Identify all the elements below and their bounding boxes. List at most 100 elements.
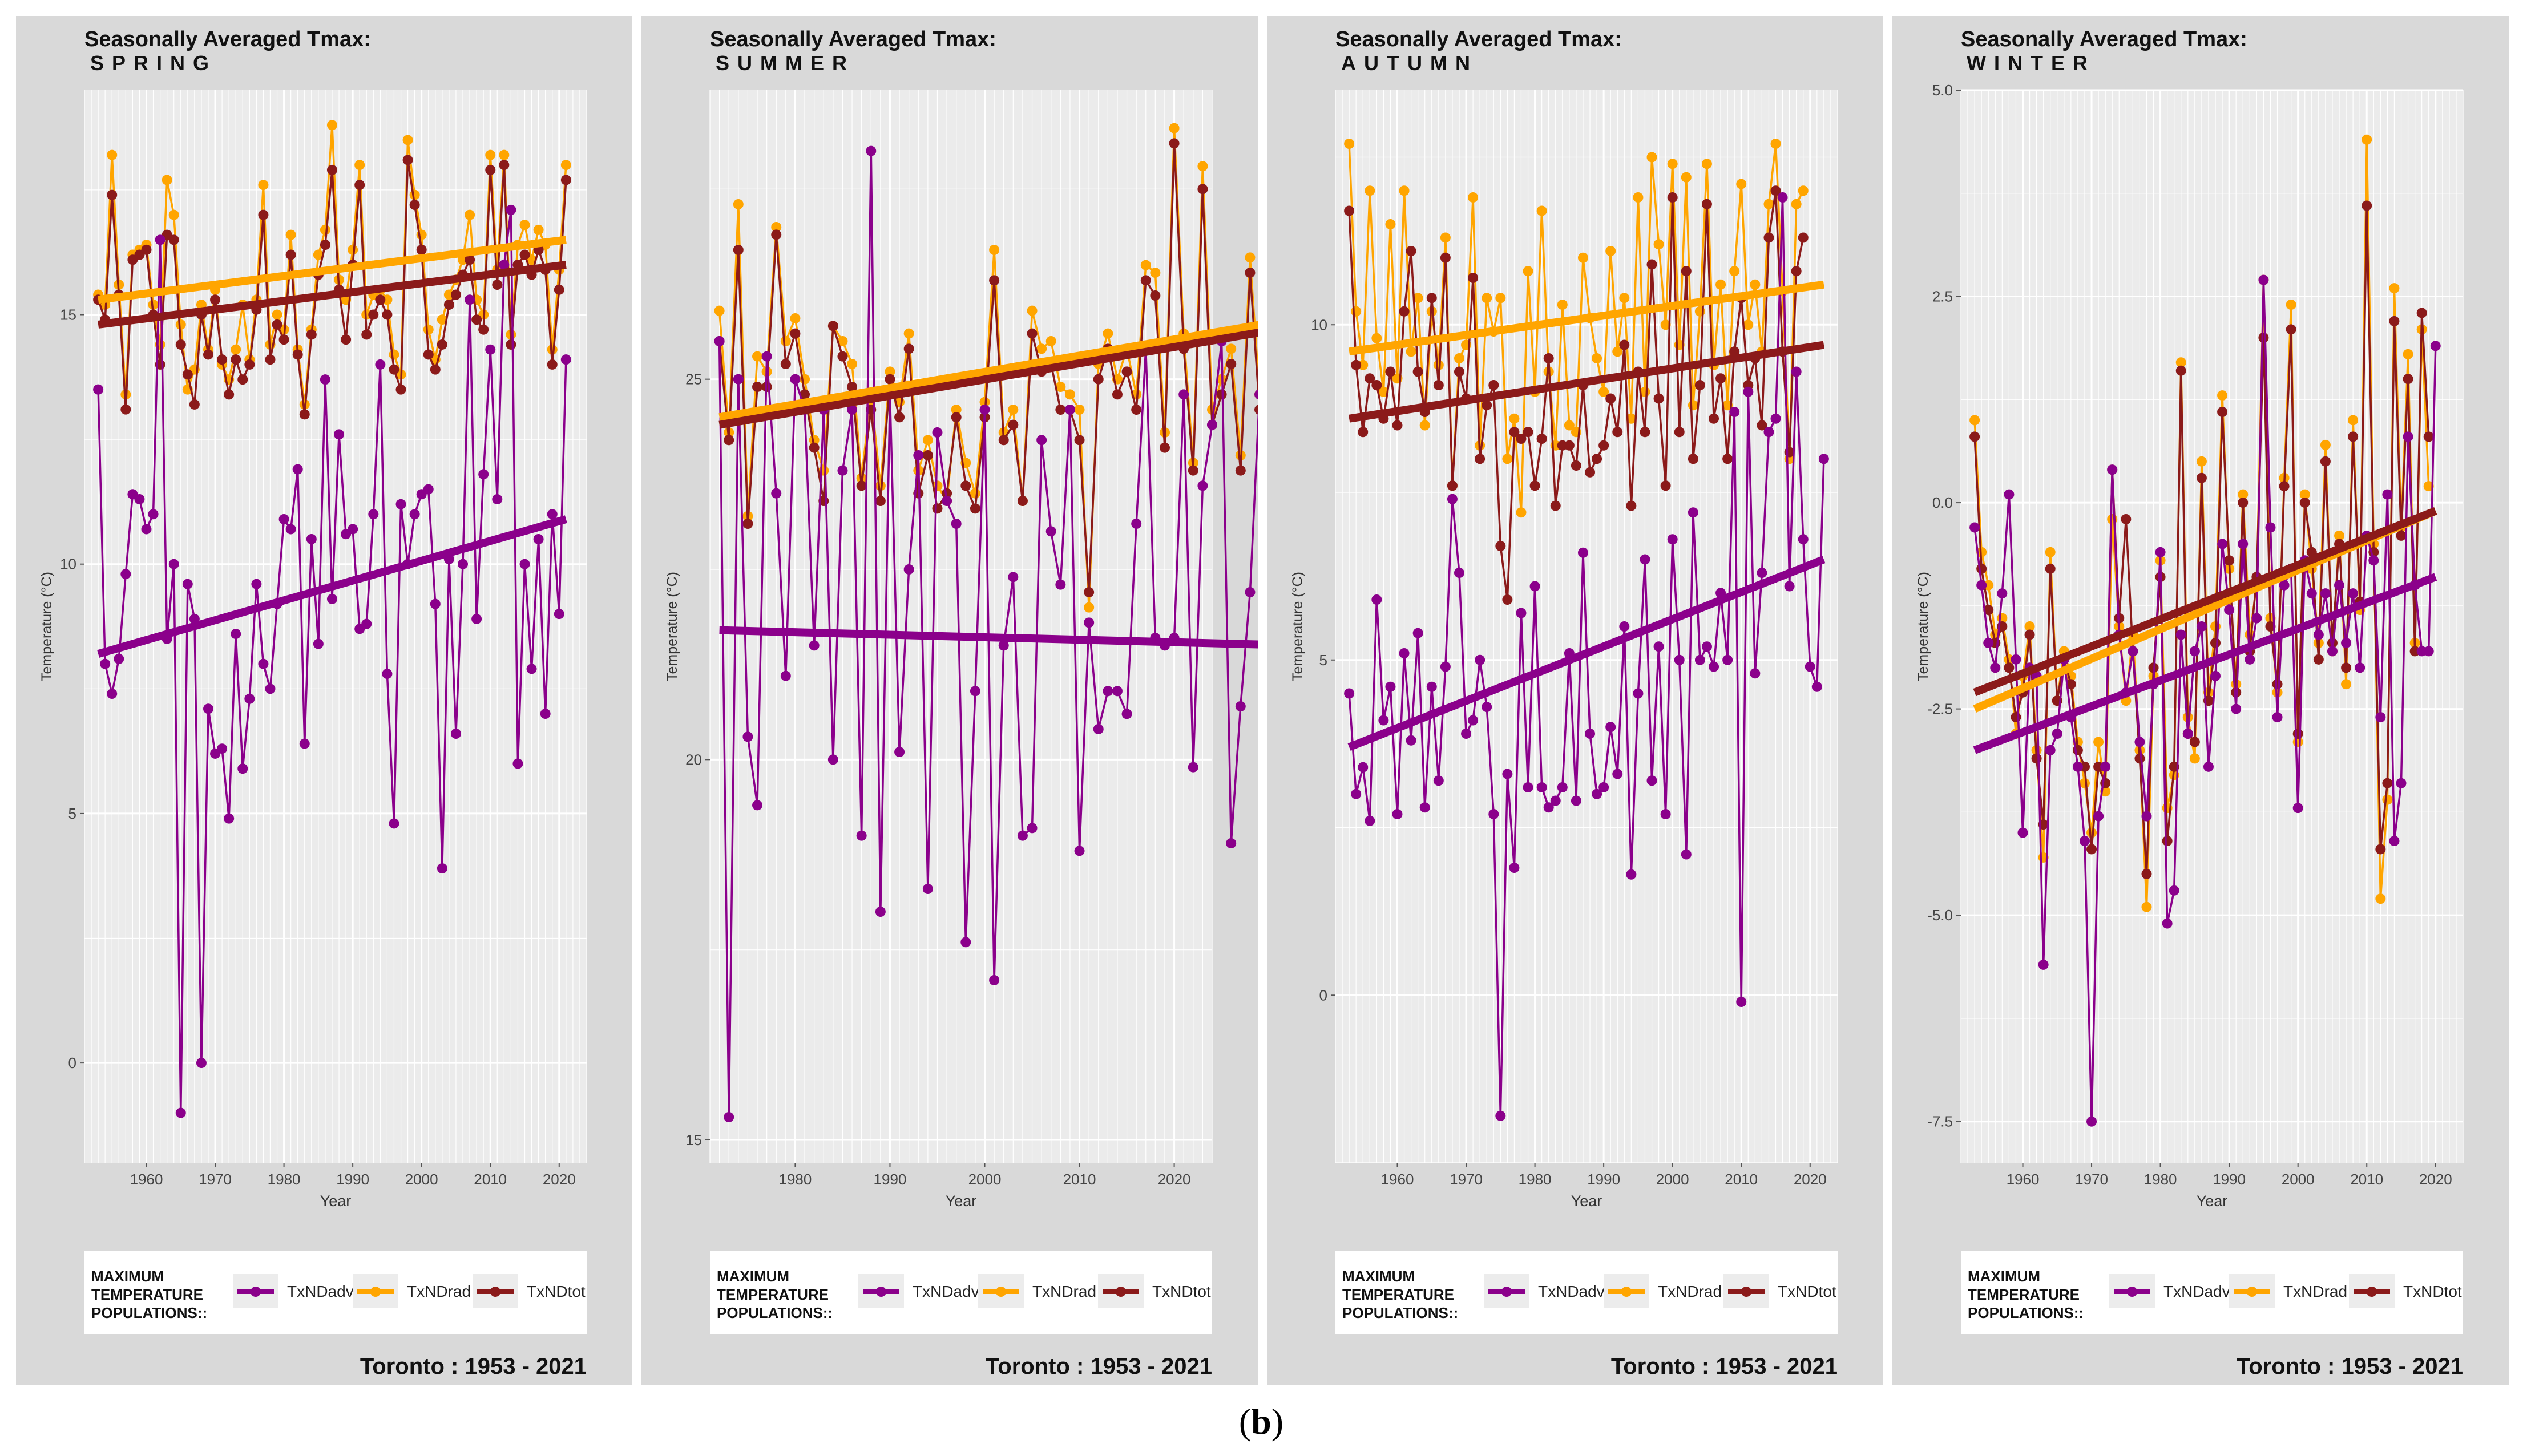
legend-title-line: POPULATIONS:: bbox=[1968, 1304, 2084, 1321]
y-axis-label: Temperature (°C) bbox=[1915, 572, 1931, 681]
legend-key bbox=[233, 1274, 278, 1308]
data-point-txndadv bbox=[1818, 454, 1829, 464]
data-point-txndtot bbox=[2272, 679, 2283, 690]
data-point-txndrad bbox=[2093, 737, 2104, 747]
data-point-txndadv bbox=[1770, 413, 1781, 424]
data-point-txndadv bbox=[1226, 838, 1237, 848]
data-point-txndrad bbox=[107, 149, 118, 160]
data-point-txndadv bbox=[1197, 480, 1208, 491]
data-point-txndadv bbox=[866, 145, 877, 156]
data-point-txndadv bbox=[1743, 386, 1754, 397]
data-point-txndrad bbox=[1495, 293, 1506, 304]
data-point-txndtot bbox=[1509, 427, 1520, 438]
data-point-txndtot bbox=[894, 412, 905, 423]
data-point-txndtot bbox=[2258, 332, 2269, 343]
data-point-txndrad bbox=[1344, 139, 1355, 149]
data-point-txndadv bbox=[224, 813, 235, 824]
data-point-txndrad bbox=[1577, 252, 1588, 263]
data-point-txndadv bbox=[2355, 662, 2365, 673]
data-point-txndadv bbox=[1027, 823, 1038, 834]
data-point-txndtot bbox=[2292, 729, 2303, 739]
data-point-txndtot bbox=[1245, 268, 1256, 278]
x-tick-label: 2020 bbox=[1158, 1171, 1191, 1188]
data-point-txndrad bbox=[423, 324, 434, 335]
data-point-txndtot bbox=[2210, 637, 2221, 648]
data-point-txndadv bbox=[244, 693, 255, 704]
data-point-txndadv bbox=[313, 638, 324, 649]
data-point-txndrad bbox=[485, 149, 496, 160]
legend-key bbox=[2349, 1274, 2395, 1308]
data-point-txndadv bbox=[1254, 389, 1258, 399]
x-tick-label: 1970 bbox=[2075, 1171, 2108, 1188]
data-point-txndrad bbox=[162, 175, 172, 185]
data-point-txndtot bbox=[1969, 431, 1980, 442]
data-point-txndtot bbox=[1543, 353, 1554, 363]
data-point-txndadv bbox=[182, 579, 193, 589]
data-point-txndtot bbox=[960, 480, 971, 491]
data-point-txndtot bbox=[951, 412, 962, 423]
data-point-txndadv bbox=[1188, 762, 1198, 773]
data-point-txndrad bbox=[320, 224, 330, 235]
data-point-txndrad bbox=[1036, 343, 1047, 354]
data-point-txndtot bbox=[547, 359, 558, 370]
trend-line-txndadv bbox=[1973, 573, 2437, 754]
data-point-txndadv bbox=[1365, 815, 1375, 826]
data-point-txndrad bbox=[733, 199, 744, 209]
data-point-txndtot bbox=[780, 359, 791, 369]
data-point-txndrad bbox=[1798, 185, 1809, 196]
data-point-txndadv bbox=[1592, 788, 1602, 799]
legend-label: TxNDadv bbox=[287, 1283, 354, 1300]
data-point-txndtot bbox=[341, 334, 352, 345]
data-point-txndtot bbox=[1701, 199, 1712, 209]
data-point-txndadv bbox=[1969, 522, 1980, 533]
data-point-txndadv bbox=[533, 533, 544, 544]
data-point-txndtot bbox=[1564, 440, 1575, 451]
data-point-txndadv bbox=[450, 729, 461, 739]
data-point-txndrad bbox=[780, 336, 791, 346]
series-line-txndadv bbox=[1348, 196, 1825, 1117]
data-point-txndadv bbox=[1103, 686, 1113, 697]
x-tick-label: 1970 bbox=[199, 1171, 232, 1188]
data-point-txndadv bbox=[348, 524, 358, 535]
data-point-txndrad bbox=[499, 149, 510, 160]
chart-winter: -7.5 -5.0 -2.5 0.0 2.5 5.0 1960 1970 1980 1990 200… bbox=[1915, 82, 2464, 1210]
data-point-txndrad bbox=[1681, 172, 1692, 183]
chart-title: Seasonally Averaged Tmax: bbox=[84, 27, 371, 51]
data-point-txndtot bbox=[292, 349, 303, 360]
data-point-txndadv bbox=[1571, 795, 1581, 806]
data-point-txndtot bbox=[1640, 427, 1650, 438]
data-point-txndadv bbox=[2038, 959, 2049, 970]
data-point-txndadv bbox=[2141, 811, 2152, 822]
data-point-txndrad bbox=[2217, 390, 2228, 401]
data-point-txndtot bbox=[210, 294, 221, 305]
data-point-txndrad bbox=[2045, 547, 2056, 557]
data-point-txndadv bbox=[2306, 588, 2317, 599]
data-point-txndadv bbox=[2004, 489, 2015, 500]
legend-key bbox=[473, 1274, 518, 1308]
data-point-txndrad bbox=[175, 319, 186, 330]
x-tick-label: 1960 bbox=[1381, 1171, 1414, 1188]
data-point-txndtot bbox=[1385, 366, 1396, 377]
data-point-txndadv bbox=[1681, 849, 1692, 860]
data-point-txndrad bbox=[1598, 386, 1609, 397]
data-point-txndadv bbox=[203, 703, 213, 714]
data-point-txndadv bbox=[1805, 661, 1815, 672]
data-point-txndtot bbox=[244, 359, 255, 370]
data-point-txndadv bbox=[2196, 621, 2207, 632]
trend-line-txndtot bbox=[98, 261, 567, 329]
data-point-txndadv bbox=[2389, 836, 2400, 846]
data-point-txndtot bbox=[1440, 252, 1451, 263]
data-point-txndtot bbox=[989, 275, 1000, 286]
data-point-txndrad bbox=[1140, 260, 1151, 270]
legend-title-line: TEMPERATURE bbox=[1342, 1286, 1454, 1303]
data-point-txndtot bbox=[1112, 389, 1123, 400]
data-point-txndadv bbox=[960, 937, 971, 948]
data-point-txndtot bbox=[742, 519, 753, 529]
data-point-txndtot bbox=[1482, 400, 1492, 411]
data-point-txndadv bbox=[1392, 809, 1403, 819]
chart-title: Seasonally Averaged Tmax: bbox=[710, 27, 996, 51]
data-point-txndadv bbox=[334, 429, 345, 440]
data-point-txndrad bbox=[885, 366, 895, 377]
data-point-txndtot bbox=[1399, 306, 1410, 317]
data-point-txndrad bbox=[1150, 268, 1161, 278]
